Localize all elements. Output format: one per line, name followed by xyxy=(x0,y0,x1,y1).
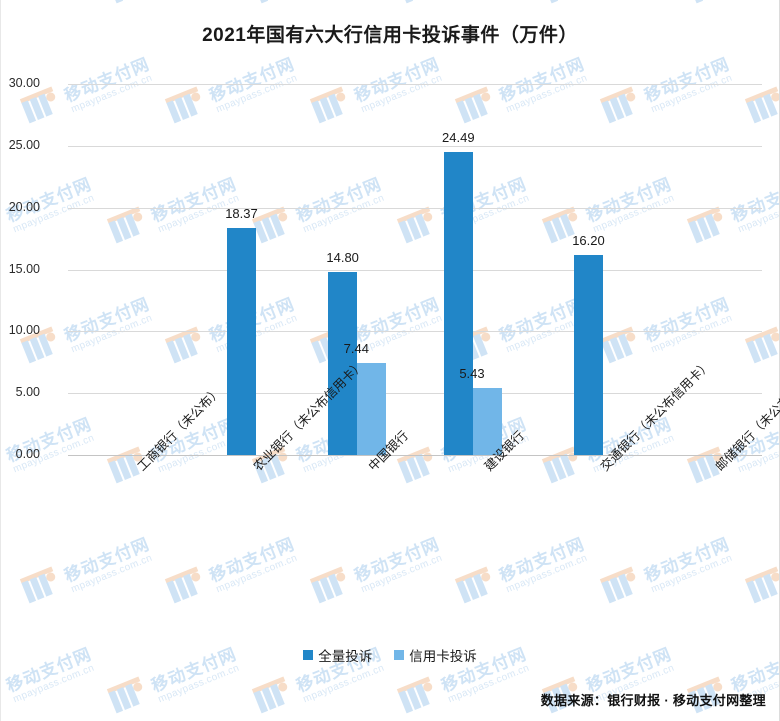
gridline xyxy=(68,269,762,271)
bar-value-label: 14.80 xyxy=(326,249,359,265)
y-axis-tick-label: 10.00 xyxy=(8,323,40,338)
bar-creditcard-complaints xyxy=(472,387,502,455)
bar-total-complaints xyxy=(573,254,603,455)
bar-value-label: 16.20 xyxy=(572,232,605,248)
legend-swatch-icon xyxy=(394,650,405,660)
gridline xyxy=(68,84,762,85)
bar-total-complaints xyxy=(328,271,358,455)
bar-value-label: 18.37 xyxy=(225,205,258,221)
legend-swatch-icon xyxy=(303,650,314,660)
legend-item[interactable]: 信用卡投诉 xyxy=(394,645,477,665)
bar-group: 14.80 7.44 xyxy=(299,84,415,455)
x-axis-tick-label: 建设银行 xyxy=(481,428,527,474)
y-axis-tick-label: 20.00 xyxy=(8,199,40,214)
bar-value-label: 7.44 xyxy=(343,341,369,356)
bar-group xyxy=(68,84,184,455)
axis-baseline xyxy=(68,455,762,456)
bar-value-label: 24.49 xyxy=(442,130,475,146)
y-axis-tick-label: 5.00 xyxy=(15,385,40,400)
gridline xyxy=(68,145,762,147)
chart-title: 2021年国有六大行信用卡投诉事件（万件） xyxy=(202,25,578,46)
legend-item[interactable]: 全量投诉 xyxy=(303,645,372,665)
x-axis-tick-label: 工商银行（未公布） xyxy=(134,384,225,474)
bar-total-complaints xyxy=(443,152,473,455)
bar-group: 16.20 xyxy=(531,84,647,455)
chart-legend: 全量投诉 信用卡投诉 xyxy=(0,645,780,665)
y-axis-tick-label: 0.00 xyxy=(15,447,40,461)
bar-creditcard-complaints xyxy=(357,363,387,455)
x-axis-tick-label: 中国银行 xyxy=(365,428,412,474)
plot-area: 30.00 25.00 20.00 15.00 10.00 5.00 0.00 18.37 1… xyxy=(9,76,762,461)
bar-total-complaints xyxy=(226,227,256,455)
source-note: 数据来源：银行财报 · 移动支付网整理 xyxy=(540,693,766,708)
x-axis-tick-label: 农业银行（未公布信用卡） xyxy=(250,357,367,474)
x-axis-tick-label: 邮储银行（未公布） xyxy=(712,384,780,474)
gridline xyxy=(68,331,762,333)
y-axis-tick-label: 30.00 xyxy=(8,76,40,90)
y-axis-tick-label: 25.00 xyxy=(8,137,40,152)
y-axis-tick-label: 15.00 xyxy=(8,261,40,276)
legend-label: 全量投诉 xyxy=(318,649,373,664)
canvas-left-border xyxy=(0,0,1,721)
bar-value-label: 5.43 xyxy=(459,365,485,381)
x-axis-tick-label: 交通银行（未公布信用卡） xyxy=(597,357,714,474)
bar-group: 24.49 5.43 xyxy=(415,84,531,455)
legend-label: 信用卡投诉 xyxy=(409,649,477,664)
bar-group: 18.37 xyxy=(184,84,300,455)
gridline xyxy=(68,393,762,395)
